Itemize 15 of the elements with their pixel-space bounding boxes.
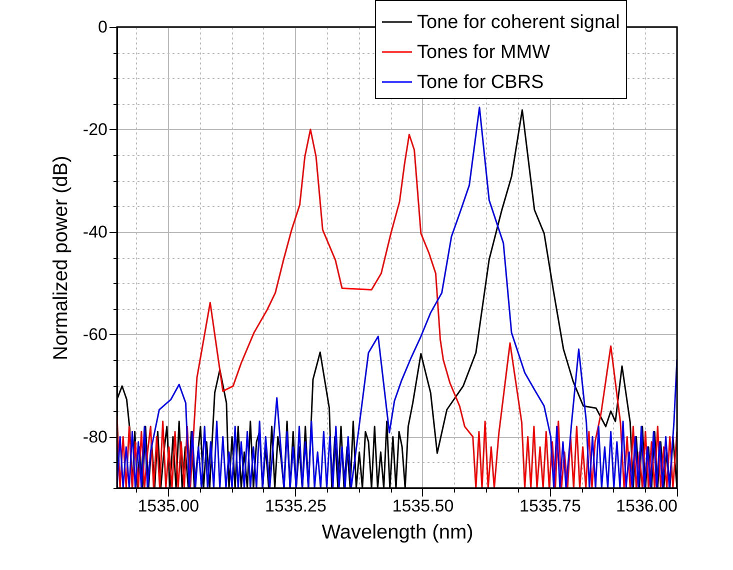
y-axis-title: Normalized power (dB) — [50, 156, 72, 360]
legend-label: Tones for MMW — [417, 42, 550, 63]
x-tick-label: 1535.50 — [392, 496, 454, 516]
y-tick-label: -80 — [82, 427, 108, 446]
legend-label: Tone for CBRS — [417, 72, 544, 93]
legend-label: Tone for coherent signal — [417, 12, 620, 33]
x-axis-title: Wavelength (nm) — [322, 522, 474, 544]
x-tick-label: 1536.00 — [616, 496, 678, 516]
x-tick-label: 1535.75 — [520, 496, 581, 516]
x-tick-label: 1535.25 — [264, 496, 326, 516]
y-tick-label: -60 — [82, 324, 108, 344]
x-tick-label: 1535.00 — [138, 496, 200, 516]
y-tick-label: -20 — [82, 120, 108, 139]
y-tick-label: -40 — [82, 222, 108, 242]
y-tick-label: 0 — [98, 18, 108, 36]
